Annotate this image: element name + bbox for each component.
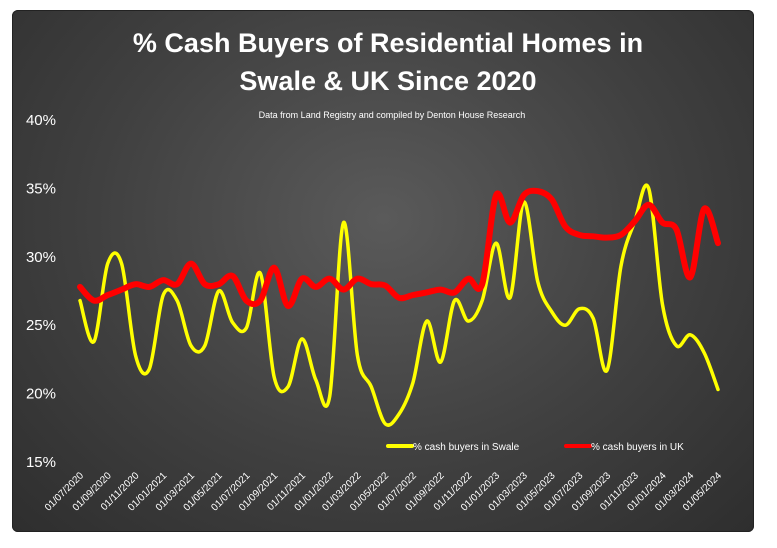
legend-label-swale: % cash buyers in Swale xyxy=(413,442,520,453)
y-tick-label: 40% xyxy=(26,112,56,129)
y-tick-label: 30% xyxy=(26,249,56,266)
series-line-uk xyxy=(77,187,721,310)
series-lines xyxy=(77,183,721,427)
y-tick-label: 35% xyxy=(26,180,56,197)
y-tick-label: 25% xyxy=(26,317,56,334)
series-line-swale xyxy=(78,183,720,427)
legend-label-uk: % cash buyers in UK xyxy=(591,442,684,453)
chart-title-line-1: % Cash Buyers of Residential Homes in xyxy=(133,28,643,58)
chart-subtitle: Data from Land Registry and compiled by … xyxy=(259,110,526,120)
chart-frame xyxy=(12,10,754,532)
chart-title-line-2: Swale & UK Since 2020 xyxy=(239,66,536,96)
y-tick-label: 15% xyxy=(26,454,56,471)
y-tick-label: 20% xyxy=(26,386,56,403)
x-axis-ticks: 01/07/202001/09/202001/11/202001/01/2021… xyxy=(43,470,724,513)
y-axis-ticks: 15% 20% 25% 30% 35% 40% xyxy=(26,112,56,471)
legend: % cash buyers in Swale % cash buyers in … xyxy=(386,442,684,453)
